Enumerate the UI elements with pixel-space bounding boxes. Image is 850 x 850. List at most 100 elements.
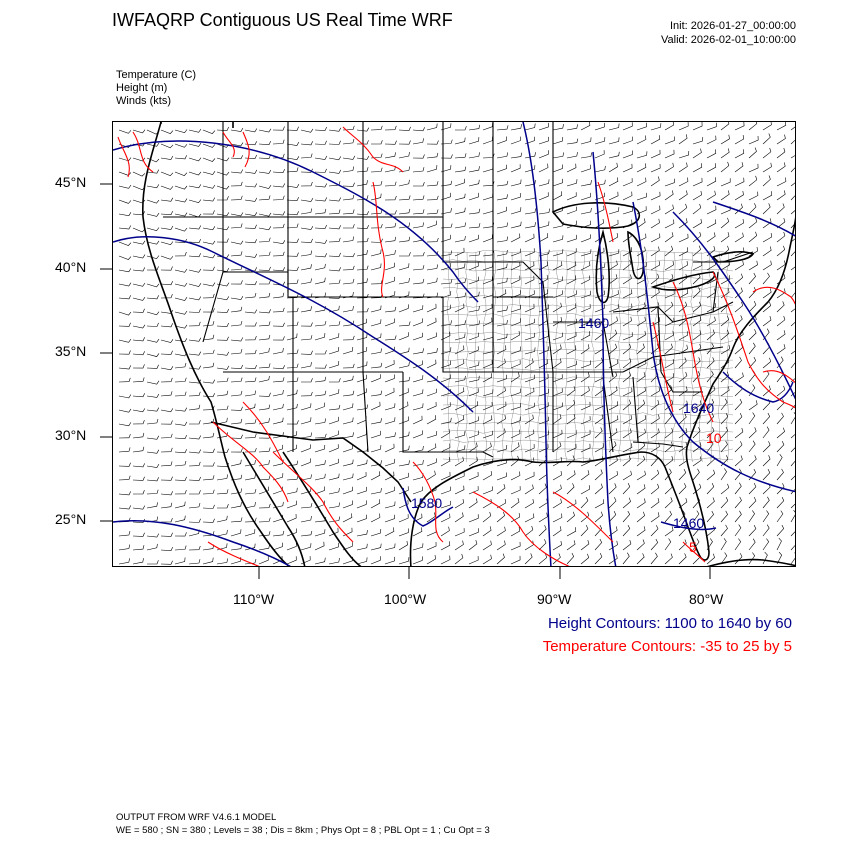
wind-barb [678,553,687,565]
height-contour-label: 1640 [683,400,714,416]
wind-barb [174,268,188,273]
wind-barb [664,538,672,551]
wind-barb [664,330,675,341]
county-line [442,358,734,362]
wind-barb [678,510,686,523]
wind-barb [398,179,410,187]
wind-barb [230,517,243,523]
wind-barb [300,543,312,551]
wind-barb [678,122,689,131]
wind-barb [594,443,605,453]
wind-barb [454,485,465,495]
wind-barb [650,428,660,439]
wind-barb [762,233,773,243]
wind-barb [370,279,383,285]
wind-barb [706,370,714,383]
wind-barb [664,441,673,453]
wind-barb [398,557,410,565]
wind-barb [328,444,339,453]
wind-barb [132,324,146,329]
wind-barb [538,443,549,453]
wind-barb [216,489,229,495]
wind-barb [258,517,271,523]
wind-barb [706,469,716,481]
wind-barb [608,329,618,341]
wind-barb [594,386,604,397]
wind-barb [608,401,619,411]
wind-barb [622,343,632,355]
wind-barb [188,225,202,230]
wind-barb [636,526,646,537]
county-line [528,251,532,463]
county-line [447,251,451,463]
wind-barb [216,254,230,259]
wind-barb [342,473,354,481]
wind-barb [160,210,173,216]
wind-barb [259,280,271,285]
wind-barb [272,267,285,272]
wind-barb [300,350,313,355]
county-line [510,251,514,463]
wind-barb [174,557,186,565]
wind-barb [706,553,715,565]
wind-barb [398,486,409,495]
wind-barb [510,152,523,159]
wind-barb [496,511,505,523]
wind-barb [230,127,244,132]
wind-barb [692,301,702,313]
wind-barb [328,458,339,467]
legend-temperature-contours: Temperature Contours: -35 to 25 by 5 [542,638,792,655]
wind-barb [398,126,411,131]
wind-barb [734,510,742,523]
wind-barb [748,231,758,243]
wind-barb [272,223,285,229]
wind-barb [146,418,159,425]
wind-barb [244,501,256,509]
wind-barb [566,399,576,411]
wind-barb [762,524,770,537]
wind-barb [776,551,783,565]
wind-barb [454,193,466,201]
wind-barb [482,122,493,131]
wind-barb [230,181,243,187]
wind-barb [160,366,174,371]
wind-barb [748,175,758,187]
wind-barb [216,390,229,397]
legend-height-contours: Height Contours: 1100 to 1640 by 60 [547,615,792,632]
wind-barb [300,432,312,439]
wind-barb [468,430,479,439]
wind-barb [384,432,396,439]
wind-barb [706,177,717,187]
wind-barb [790,510,795,523]
wind-barb [300,198,314,202]
wind-barb [734,301,744,313]
wind-barb [440,457,451,467]
wind-barb [384,543,396,551]
wind-barb [552,235,564,243]
wind-barb [188,351,202,356]
field-temperature-label: Temperature (C) [116,69,197,81]
wind-barb [510,498,520,509]
wind-barb [370,430,381,439]
wind-barb [356,500,367,509]
wind-barb [734,260,744,271]
wind-barb [342,459,354,467]
wind-barb [356,180,368,187]
county-line [442,403,734,407]
wind-barb [146,435,160,440]
wind-barb [496,358,506,369]
wind-barb [440,555,451,565]
wind-barb [468,486,479,495]
wind-barb [370,471,381,481]
wind-barb [748,412,756,425]
wind-barb [412,403,424,411]
wind-barb [552,470,562,481]
wind-barb [426,470,436,481]
wind-barb [244,309,258,314]
wind-barb [720,440,728,453]
wind-barb [664,553,673,565]
wind-barb [258,475,271,481]
wind-barb [720,398,728,411]
wind-barb [132,267,146,272]
